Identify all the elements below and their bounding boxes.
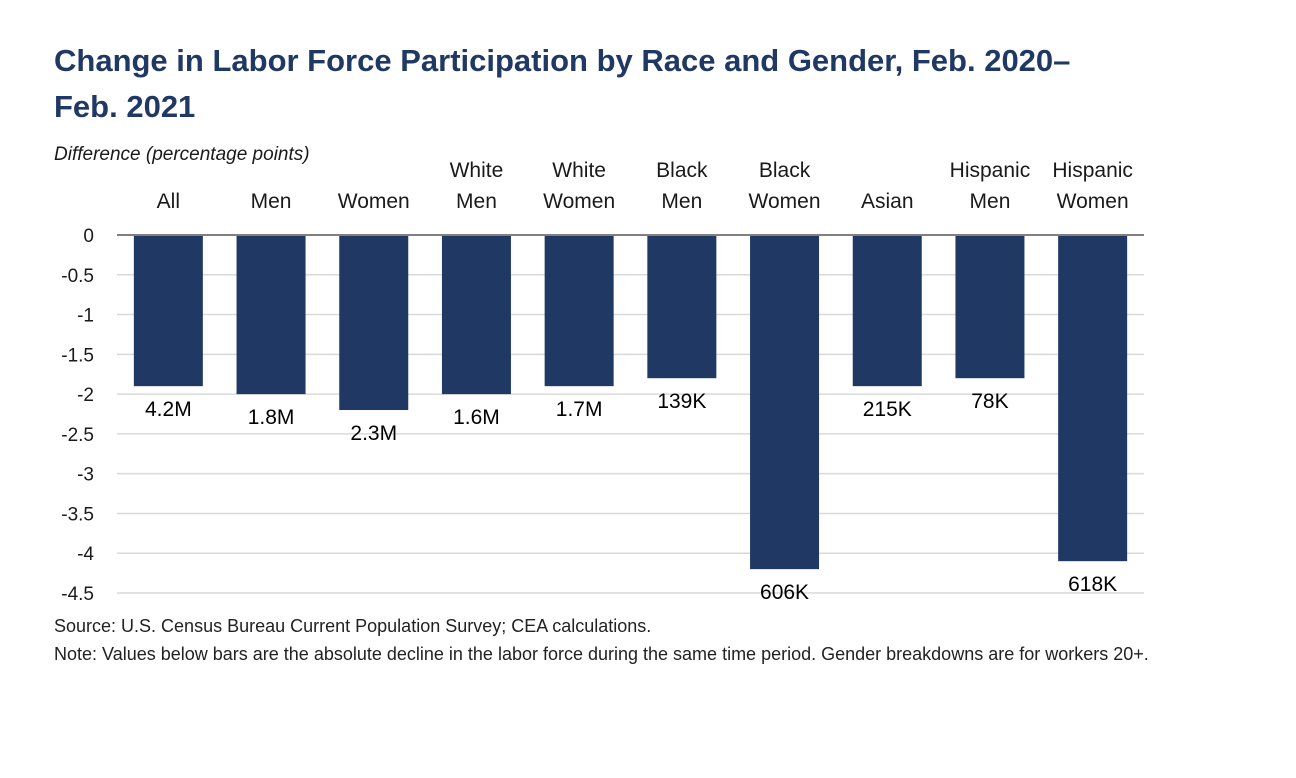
x-tick-label: White [552, 159, 606, 182]
chart-title: Change in Labor Force Participation by R… [54, 43, 1071, 124]
data-label: 1.7M [556, 398, 603, 421]
bar [750, 235, 820, 570]
x-tick-label: Black [656, 159, 708, 182]
x-tick-label: Women [543, 190, 615, 213]
data-label: 618K [1068, 573, 1117, 596]
y-tick-label: -1.5 [61, 345, 94, 366]
x-tick-label: All [157, 190, 180, 213]
data-label: 78K [971, 390, 1008, 413]
y-tick-label: -4.5 [61, 584, 94, 605]
data-label: 606K [760, 581, 809, 604]
bar [1058, 235, 1128, 562]
data-label: 1.8M [248, 406, 295, 429]
y-tick-label: -0.5 [61, 266, 94, 287]
x-tick-label: Asian [861, 190, 914, 213]
data-label: 215K [863, 398, 912, 421]
x-tick-label: Men [251, 190, 292, 213]
x-tick-label: Black [759, 159, 811, 182]
bar [133, 235, 203, 387]
y-tick-label: -3.5 [61, 504, 94, 525]
x-tick-label: Women [1057, 190, 1129, 213]
x-tick-label: Hispanic [950, 159, 1031, 182]
y-tick-label: -1 [77, 306, 94, 327]
bar [441, 235, 511, 395]
y-tick-label: -4 [77, 544, 94, 565]
bar [647, 235, 717, 379]
bar-chart: Difference (percentage points) 0 -0.5 -1 -1… [54, 144, 1144, 605]
x-tick-label: Men [456, 190, 497, 213]
bar [955, 235, 1025, 379]
bar [544, 235, 614, 387]
data-label: 1.6M [453, 406, 500, 429]
bar [236, 235, 306, 395]
y-tick-label: -2 [77, 385, 94, 406]
source-note: Source: U.S. Census Bureau Current Popul… [54, 616, 652, 636]
bar [852, 235, 922, 387]
data-label: 139K [657, 390, 706, 413]
x-tick-label: Women [749, 190, 821, 213]
x-tick-label: White [450, 159, 504, 182]
x-tick-label: Hispanic [1052, 159, 1133, 182]
y-tick-label: -3 [77, 465, 94, 486]
y-axis-label: Difference (percentage points) [54, 144, 310, 165]
chart-notes: Source: U.S. Census Bureau Current Popul… [54, 612, 1164, 668]
y-tick-label: 0 [83, 226, 94, 247]
data-label: 4.2M [145, 398, 192, 421]
data-label: 2.3M [350, 422, 397, 445]
x-tick-label: Men [970, 190, 1011, 213]
bar [339, 235, 409, 411]
footnote: Note: Values below bars are the absolute… [54, 644, 1149, 664]
x-tick-label: Men [661, 190, 702, 213]
y-tick-label: -2.5 [61, 425, 94, 446]
x-tick-label: Women [338, 190, 410, 213]
